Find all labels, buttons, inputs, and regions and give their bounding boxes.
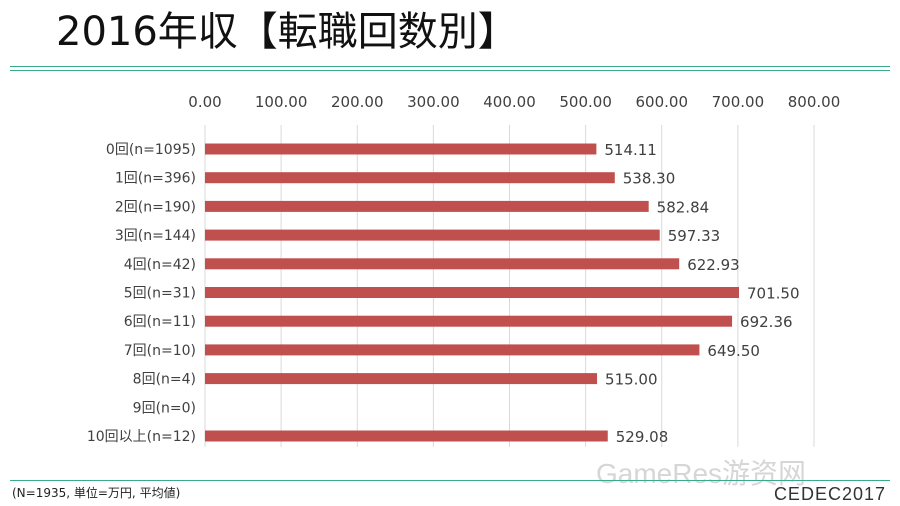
x-tick-label: 700.00 (712, 93, 765, 111)
data-label: 649.50 (707, 342, 760, 360)
bar-chart: 0.00 100.00 200.00 300.00 400.00 500.00 600.00… (87, 93, 841, 447)
x-tick-label: 400.00 (483, 93, 536, 111)
category-label: 8回(n=4) (133, 372, 196, 388)
x-tick-label: 200.00 (331, 93, 384, 111)
data-label: 597.33 (668, 227, 721, 245)
category-label: 5回(n=31) (124, 286, 196, 302)
footer-divider (10, 480, 890, 481)
data-label: 515.00 (605, 371, 658, 389)
bar (205, 430, 608, 442)
category-label: 7回(n=10) (124, 343, 196, 359)
bar (205, 373, 598, 385)
data-label: 692.36 (740, 313, 793, 331)
x-tick-label: 300.00 (407, 93, 460, 111)
category-label: 0回(n=1095) (106, 142, 196, 158)
bar (205, 258, 680, 270)
title-divider (10, 66, 890, 71)
x-tick-label: 0.00 (188, 93, 221, 111)
data-label: 529.08 (616, 428, 669, 446)
bar (205, 344, 700, 356)
bar (205, 143, 597, 155)
category-label: 3回(n=144) (115, 228, 196, 244)
bar (205, 172, 615, 184)
data-label: 622.93 (687, 256, 740, 274)
bar (205, 200, 649, 212)
category-label: 1回(n=396) (115, 171, 196, 187)
footnote: (N=1935, 単位=万円, 平均値) (12, 486, 181, 500)
category-label: 10回以上(n=12) (87, 429, 196, 445)
category-label: 9回(n=0) (133, 400, 196, 416)
x-tick-label: 800.00 (788, 93, 841, 111)
page-title: 2016年収【転職回数別】 (56, 9, 518, 55)
brand-logo: CEDEC2017 (773, 484, 886, 504)
x-tick-label: 600.00 (636, 93, 689, 111)
bar (205, 229, 660, 241)
category-label: 4回(n=42) (124, 257, 196, 273)
data-label: 514.11 (604, 141, 657, 159)
category-label: 6回(n=11) (124, 314, 196, 330)
data-label: 582.84 (657, 198, 710, 216)
data-label: 701.50 (747, 285, 800, 303)
bar (205, 287, 740, 298)
data-label: 538.30 (623, 170, 676, 188)
category-label: 2回(n=190) (115, 199, 196, 215)
bar (205, 315, 733, 327)
x-tick-label: 500.00 (559, 93, 612, 111)
watermark: GameRes游资网 (596, 458, 807, 489)
x-tick-label: 100.00 (255, 93, 308, 111)
